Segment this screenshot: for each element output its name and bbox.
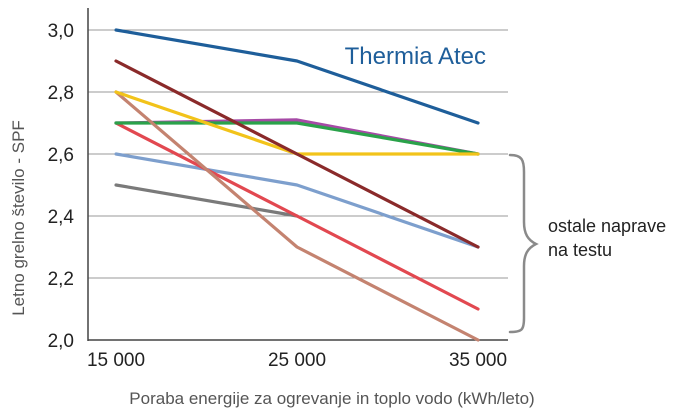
series-line-3: [114, 90, 480, 342]
y-tick-label-0: 2,0: [48, 331, 74, 352]
other-devices-label: ostale naprave na testu: [548, 216, 671, 260]
series-line-1: [114, 59, 480, 249]
other-devices-label-line-2: na testu: [548, 240, 612, 260]
y-axis-label: Letno grelno število - SPF: [9, 120, 28, 316]
series-line-7: [114, 152, 480, 249]
y-tick-label-2: 2,4: [48, 207, 75, 228]
y-tick-label-3: 2,6: [48, 145, 74, 166]
series-line-8: [114, 183, 299, 218]
thermia-atec-label: Thermia Atec: [345, 43, 486, 70]
x-tick-label-2: 35 000: [449, 350, 507, 371]
y-tick-labels: 2,0 2,2 2,4 2,6 2,8 3,0: [48, 21, 75, 352]
series-line-4: [114, 121, 480, 156]
x-tick-labels: 15 000 25 000 35 000: [87, 350, 507, 371]
series-line-6: [114, 121, 480, 311]
series-line-0: [114, 28, 480, 125]
other-devices-label-line-1: ostale naprave: [548, 216, 666, 236]
x-tick-label-1: 25 000: [268, 350, 326, 371]
y-tick-label-1: 2,2: [48, 269, 74, 290]
x-tick-label-0: 15 000: [87, 350, 145, 371]
y-tick-label-4: 2,8: [48, 83, 74, 104]
series-lines: [114, 28, 480, 342]
other-devices-bracket: [508, 153, 539, 334]
y-tick-label-5: 3,0: [48, 21, 74, 42]
x-axis-label: Poraba energije za ogrevanje in toplo vo…: [129, 389, 534, 408]
